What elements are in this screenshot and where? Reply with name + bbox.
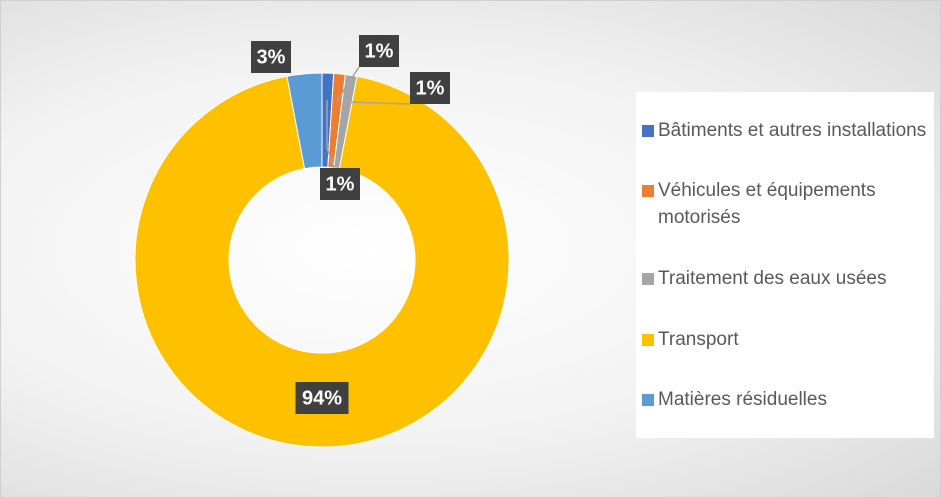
- legend-swatch: [642, 124, 654, 137]
- slice: [286, 72, 323, 170]
- legend: Bâtiments et autres installations Véhicul…: [636, 92, 934, 438]
- legend-label: Véhicules et équipements motorisés: [658, 180, 876, 229]
- data-label: 94%: [302, 387, 342, 409]
- leader-line: [326, 100, 335, 169]
- legend-item: Véhicules et équipements motorisés: [636, 177, 934, 231]
- legend-label: Transport: [658, 328, 739, 350]
- legend-swatch: [642, 333, 654, 346]
- legend-label: Matières résiduelles: [658, 389, 827, 411]
- slice: [134, 75, 510, 448]
- label-box: [295, 382, 349, 414]
- legend-item: Traitement des eaux usées: [636, 265, 934, 292]
- legend-label: Bâtiments et autres installations: [658, 119, 927, 141]
- leader-line: [336, 66, 360, 102]
- leader-line: [347, 101, 411, 105]
- label-box: [359, 35, 399, 67]
- data-label: 1%: [326, 173, 355, 195]
- data-label: 1%: [365, 40, 394, 62]
- legend-item: Matières résiduelles: [636, 386, 934, 413]
- data-label: 1%: [416, 77, 445, 99]
- label-box: [410, 72, 450, 104]
- label-box: [320, 168, 360, 200]
- legend-label: Traitement des eaux usées: [658, 267, 887, 289]
- label-box: [251, 41, 291, 73]
- legend-item: Transport: [636, 326, 934, 353]
- legend-item: Bâtiments et autres installations: [636, 117, 934, 144]
- legend-swatch: [642, 185, 654, 198]
- legend-swatch: [642, 394, 654, 407]
- data-label: 3%: [257, 46, 286, 68]
- legend-swatch: [642, 272, 654, 285]
